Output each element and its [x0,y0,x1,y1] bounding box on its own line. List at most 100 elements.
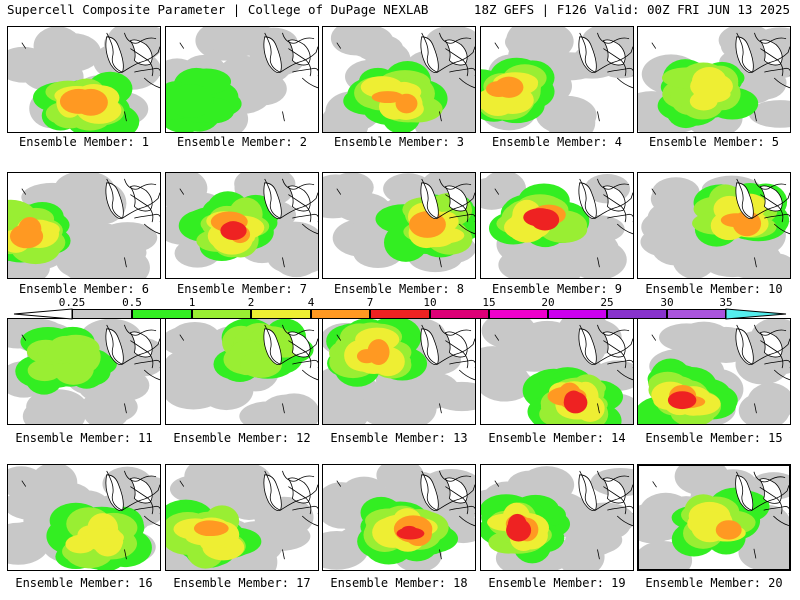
ensemble-panel-8 [322,172,476,279]
scp-contour-level-0 [260,394,313,424]
great-lakes-coastline [264,324,318,381]
colorbar-left-arrow [13,308,73,320]
lake-huron-outline [602,331,626,358]
ensemble-member-label: Ensemble Member: 19 [488,576,626,590]
colorbar-tick-label: 10 [423,296,437,309]
great-lakes-coastline [264,32,318,89]
scp-contour-level-0 [575,502,633,537]
scp-contour-level-4 [73,88,108,116]
river-outline [494,42,600,122]
colorbar-tick-label: 15 [482,296,496,309]
scp-contour-level-0 [481,177,514,210]
river-outline [336,480,442,560]
map-1 [8,27,160,132]
ensemble-panel-2 [165,26,319,133]
great-lakes-coastline [421,324,475,381]
ensemble-panel-7 [165,172,319,279]
lake-huron-outline [129,185,153,212]
map-14 [481,319,633,424]
scp-contour-level-3 [85,528,124,547]
scp-contour-level-2 [55,338,92,364]
river-outline [179,480,285,560]
colorbar-tick-label: 7 [366,296,374,309]
colorbar-segment-1 [132,309,192,319]
colorbar: 0.25 0.5 1 2 4 7 10 15 20 25 30 35 [0,296,800,322]
map-20 [639,466,789,569]
lake-huron-outline [602,185,626,212]
lake-huron-outline [444,477,468,504]
ensemble-panel-3 [322,26,476,133]
great-lakes-coastline [421,178,475,235]
ensemble-panel-16 [7,464,161,571]
map-9 [481,173,633,278]
ensemble-member-label: Ensemble Member: 9 [491,282,623,296]
scp-contour-level-5 [506,518,532,542]
ensemble-panel-15 [637,318,791,425]
lake-huron-outline [129,331,153,358]
colorbar-segment-9 [607,309,667,319]
ensemble-panel-11 [7,318,161,425]
ensemble-panel-13 [322,318,476,425]
colorbar-tick-label: 1 [188,296,196,309]
scp-contour-level-0 [358,385,415,424]
scp-contour-level-0 [748,100,790,128]
ensemble-member-label: Ensemble Member: 15 [645,431,783,445]
great-lakes-coastline [579,470,633,527]
scp-contour-level-0 [481,361,530,402]
scp-contour-level-3 [695,77,722,107]
river-outline [21,188,127,268]
scp-contour-level-0 [675,321,733,360]
scp-contour-level-4 [715,520,742,540]
scp-contour-level-0 [329,173,374,203]
river-outline [336,334,442,414]
lake-huron-outline [602,477,626,504]
ensemble-member-label: Ensemble Member: 17 [173,576,311,590]
map-17 [166,465,318,570]
map-8 [323,173,475,273]
ensemble-member-label: Ensemble Member: 5 [648,135,780,149]
lake-huron-outline [287,185,311,212]
colorbar-tick-label: 0.25 [58,296,86,309]
lake-huron-outline [287,39,311,66]
lake-huron-outline [129,477,153,504]
river-outline [494,188,600,268]
scp-contour-level-4 [356,349,377,364]
scp-contour-level-0 [738,392,790,424]
ensemble-member-label: Ensemble Member: 10 [645,282,783,296]
map-18 [323,465,475,570]
lake-huron-outline [129,39,153,66]
great-lakes-coastline [106,178,160,235]
ensemble-member-label: Ensemble Member: 6 [18,282,150,296]
ensemble-panel-17 [165,464,319,571]
colorbar-tick-label: 4 [307,296,315,309]
colorbar-tick-label: 2 [247,296,255,309]
colorbar-tick-label: 30 [660,296,674,309]
map-2 [166,27,318,132]
river-outline [21,480,127,560]
river-outline [179,42,285,122]
map-19 [481,466,633,570]
scp-contour-level-0 [640,226,698,258]
river-outline [179,334,285,414]
river-outline [21,334,127,414]
lake-huron-outline [287,331,311,358]
map-11 [8,319,160,424]
map-12 [166,319,318,424]
header-title: Supercell Composite Parameter | College … [7,2,429,17]
great-lakes-coastline [421,32,475,89]
scp-contour-level-0 [83,396,130,424]
colorbar-segment-7 [489,309,548,319]
colorbar-segment-5 [370,309,430,319]
river-outline [336,42,442,122]
lake-huron-outline [444,331,468,358]
river-outline [651,188,757,268]
scp-contour-level-4 [9,224,44,249]
lake-huron-outline [759,331,783,358]
lake-huron-outline [759,185,783,212]
great-lakes-coastline [106,32,160,89]
scp-contour-level-4 [371,91,404,104]
scp-contour-level-0 [481,319,537,349]
ensemble-member-label: Ensemble Member: 20 [645,576,783,590]
map-5 [638,27,790,132]
colorbar-tick-label: 25 [600,296,614,309]
